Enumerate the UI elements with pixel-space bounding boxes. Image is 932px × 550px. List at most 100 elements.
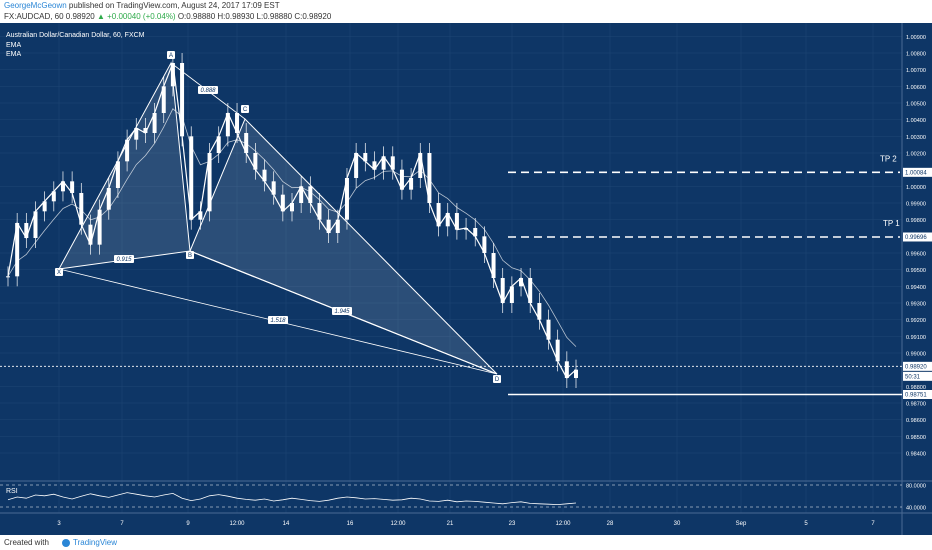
author-link[interactable]: GeorgeMcGeown — [4, 1, 67, 10]
point-c-box — [241, 105, 249, 113]
candle-body — [225, 113, 230, 137]
created-with-text: Created with — [4, 538, 49, 547]
candle-body — [15, 223, 20, 277]
time-tick-label: Sep — [736, 521, 747, 527]
price-tick-label: 1.00300 — [906, 135, 926, 141]
tradingview-brand-text: TradingView — [73, 538, 118, 547]
candles — [6, 53, 578, 388]
candle-body — [125, 139, 130, 162]
candle-body — [88, 224, 93, 245]
ratio-xd: 1.518 — [270, 318, 286, 324]
ratio-xb-box — [114, 255, 134, 263]
ratio-bd-box — [332, 307, 352, 315]
tp2-label: TP 2 — [880, 154, 897, 163]
point-b-box — [186, 251, 194, 259]
ratio-ac: 0.888 — [200, 88, 216, 94]
candle-body — [244, 133, 249, 153]
time-tick-label: 7 — [120, 521, 124, 527]
candle-body — [161, 86, 166, 113]
chart-header: GeorgeMcGeown published on TradingView.c… — [0, 0, 932, 22]
price-tick-label: 0.99600 — [906, 252, 926, 258]
candle-body — [290, 203, 294, 212]
price-tick-label: 1.00800 — [906, 52, 926, 58]
time-tick-label: 28 — [607, 521, 614, 527]
price-tick-label: 0.98500 — [906, 435, 926, 441]
ratio-xd-box — [268, 316, 288, 324]
candle-body — [390, 156, 395, 170]
price-axis-tags: 1.00084 0.99696 0.98920 50:31 0.98751 — [903, 167, 932, 399]
time-tick-label: 3 — [57, 521, 61, 527]
point-x-label: X — [57, 270, 61, 276]
stop-price-tag — [903, 390, 932, 399]
candle-body — [372, 161, 377, 170]
candle-body — [326, 219, 331, 233]
candle-body — [418, 153, 423, 178]
candle-body — [6, 276, 10, 278]
price-tick-label: 0.98400 — [906, 452, 926, 458]
price-tick-label: 0.99000 — [906, 352, 926, 358]
tp2-price-tag — [903, 167, 932, 177]
footer: Created with TradingView — [0, 535, 932, 550]
chart-area[interactable]: Australian Dollar/Canadian Dollar, 60, F… — [0, 23, 932, 535]
price-tick-label: 0.98700 — [906, 402, 926, 408]
candle-body — [381, 156, 386, 170]
candle-body — [198, 211, 203, 220]
price-tick-label: 0.98800 — [906, 385, 926, 391]
point-c-label: C — [243, 107, 248, 113]
price-tick-label: 0.99900 — [906, 202, 926, 208]
time-tick-label: 16 — [347, 521, 354, 527]
rsi-label: RSI — [6, 488, 18, 495]
time-tick-label: 23 — [509, 521, 516, 527]
candle-body — [427, 153, 432, 203]
candle-body — [335, 219, 340, 233]
chart-svg[interactable]: Australian Dollar/Canadian Dollar, 60, F… — [0, 23, 932, 535]
ohlc-values: O:0.98880 H:0.98930 L:0.98880 C:0.98920 — [175, 12, 332, 21]
candle-body — [24, 223, 29, 238]
point-a-box — [167, 51, 175, 59]
rsi-tick-label: 80.0000 — [906, 484, 926, 490]
countdown-tag — [903, 371, 932, 381]
candle-body — [537, 303, 542, 320]
candle-body — [317, 203, 322, 220]
tp1-price-text: 0.99696 — [905, 235, 927, 241]
time-tick-label: 5 — [804, 521, 808, 527]
price-tick-label: 0.99800 — [906, 218, 926, 224]
point-d-label: D — [495, 377, 500, 383]
point-x-box — [55, 268, 63, 276]
point-a-label: A — [169, 53, 173, 59]
publish-info: published on TradingView.com, August 24,… — [66, 1, 280, 10]
candle-body — [436, 203, 441, 227]
point-b-label: B — [188, 253, 192, 259]
chart-background — [0, 23, 932, 535]
time-tick-label: 12:00 — [390, 521, 406, 527]
candle-body — [454, 213, 459, 230]
current-price-text: 0.98920 — [905, 364, 927, 370]
price-tick-label: 0.99100 — [906, 335, 926, 341]
candle-body — [170, 63, 175, 87]
price-tick-label: 1.00400 — [906, 118, 926, 124]
point-d-box — [493, 375, 501, 383]
tp1-label: TP 1 — [883, 219, 900, 228]
time-axis-ticks: 3 7 9 12:00 14 16 12:00 21 23 12:00 28 30 Sep 5 7 — [57, 521, 875, 527]
candle-body — [344, 178, 349, 220]
publish-line: GeorgeMcGeown published on TradingView.c… — [4, 0, 280, 11]
tp2-price-text: 1.00084 — [905, 170, 927, 176]
candle-body — [464, 228, 469, 230]
ema-label-2: EMA — [6, 51, 22, 58]
candle-body — [354, 153, 359, 178]
price-tick-label: 1.00000 — [906, 185, 926, 191]
candle-body — [189, 136, 194, 220]
candle-body — [42, 201, 47, 212]
ratio-ac-box — [198, 86, 218, 94]
price-change: ▲ +0.00040 (+0.04%) — [96, 12, 176, 21]
rsi-series-line — [7, 492, 577, 506]
tradingview-brand[interactable]: TradingView — [62, 538, 117, 547]
price-tick-label: 1.00700 — [906, 68, 926, 74]
candle-body — [207, 153, 212, 212]
candle-body — [216, 136, 221, 153]
price-tick-label: 1.00900 — [906, 35, 926, 41]
candle-body — [363, 153, 368, 162]
candle-body — [509, 286, 514, 303]
time-tick-label: 21 — [447, 521, 454, 527]
symbol-line: FX:AUDCAD, 60 0.98920 ▲ +0.00040 (+0.04%… — [4, 11, 331, 22]
